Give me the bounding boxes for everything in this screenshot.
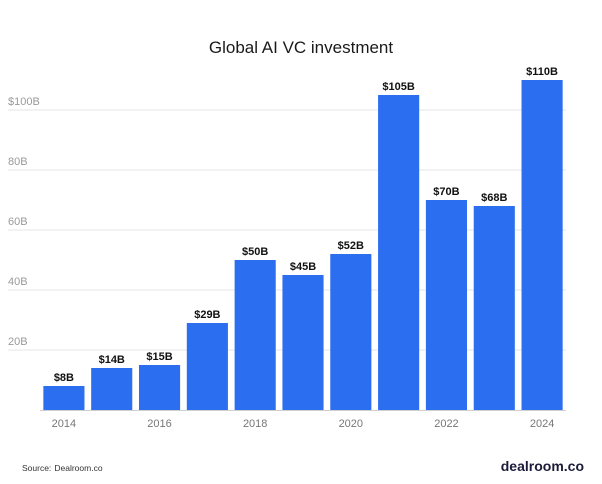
x-tick-label: 2014 (52, 418, 76, 430)
data-labels: $8B $14B $15B $29B $50B $45B $52B $105B $70B $68B… (54, 66, 558, 384)
chart-title: Global AI VC investment (208, 38, 394, 57)
data-label-2019: $45B (290, 261, 316, 273)
x-tick-label: 2016 (147, 418, 171, 430)
data-label-2023: $68B (481, 192, 507, 204)
bar-2023 (473, 206, 515, 410)
bar-2014 (43, 386, 85, 410)
x-tick-label: 2018 (243, 418, 267, 430)
data-label-2022: $70B (433, 186, 459, 198)
source-label: Source: (22, 463, 52, 473)
data-label-2016: $15B (146, 351, 172, 363)
bars (43, 80, 563, 410)
data-label-2014: $8B (54, 372, 74, 384)
data-label-2015: $14B (99, 354, 125, 366)
bar-2015 (91, 368, 133, 410)
x-tick-label: 2020 (339, 418, 363, 430)
bar-2021 (378, 95, 420, 410)
data-label-2021: $105B (382, 81, 414, 93)
bar-2018 (234, 260, 276, 410)
y-tick-label: 20B (8, 336, 28, 348)
y-tick-label: $100B (8, 96, 40, 108)
x-tick-label: 2022 (434, 418, 458, 430)
x-axis-ticks: 2014 2016 2018 2020 2022 2024 (52, 418, 555, 430)
x-tick-label: 2024 (530, 418, 554, 430)
source-value: Dealroom.co (54, 463, 103, 473)
bar-2016 (138, 365, 181, 410)
bar-2020 (330, 254, 372, 410)
y-tick-label: 60B (8, 216, 28, 228)
bar-2024 (521, 80, 563, 410)
data-label-2024: $110B (526, 66, 558, 78)
brand-logo: dealroom.co (500, 458, 584, 474)
y-tick-label: 80B (8, 156, 28, 168)
bar-2017 (186, 323, 228, 410)
y-axis-ticks: 20B 40B 60B 80B $100B (8, 96, 40, 348)
bar-2022 (425, 200, 468, 410)
data-label-2017: $29B (194, 309, 220, 321)
data-label-2018: $50B (242, 246, 268, 258)
data-label-2020: $52B (338, 240, 364, 252)
bar-2019 (282, 275, 324, 410)
source-note: Source: Dealroom.co (22, 463, 103, 473)
y-tick-label: 40B (8, 276, 28, 288)
